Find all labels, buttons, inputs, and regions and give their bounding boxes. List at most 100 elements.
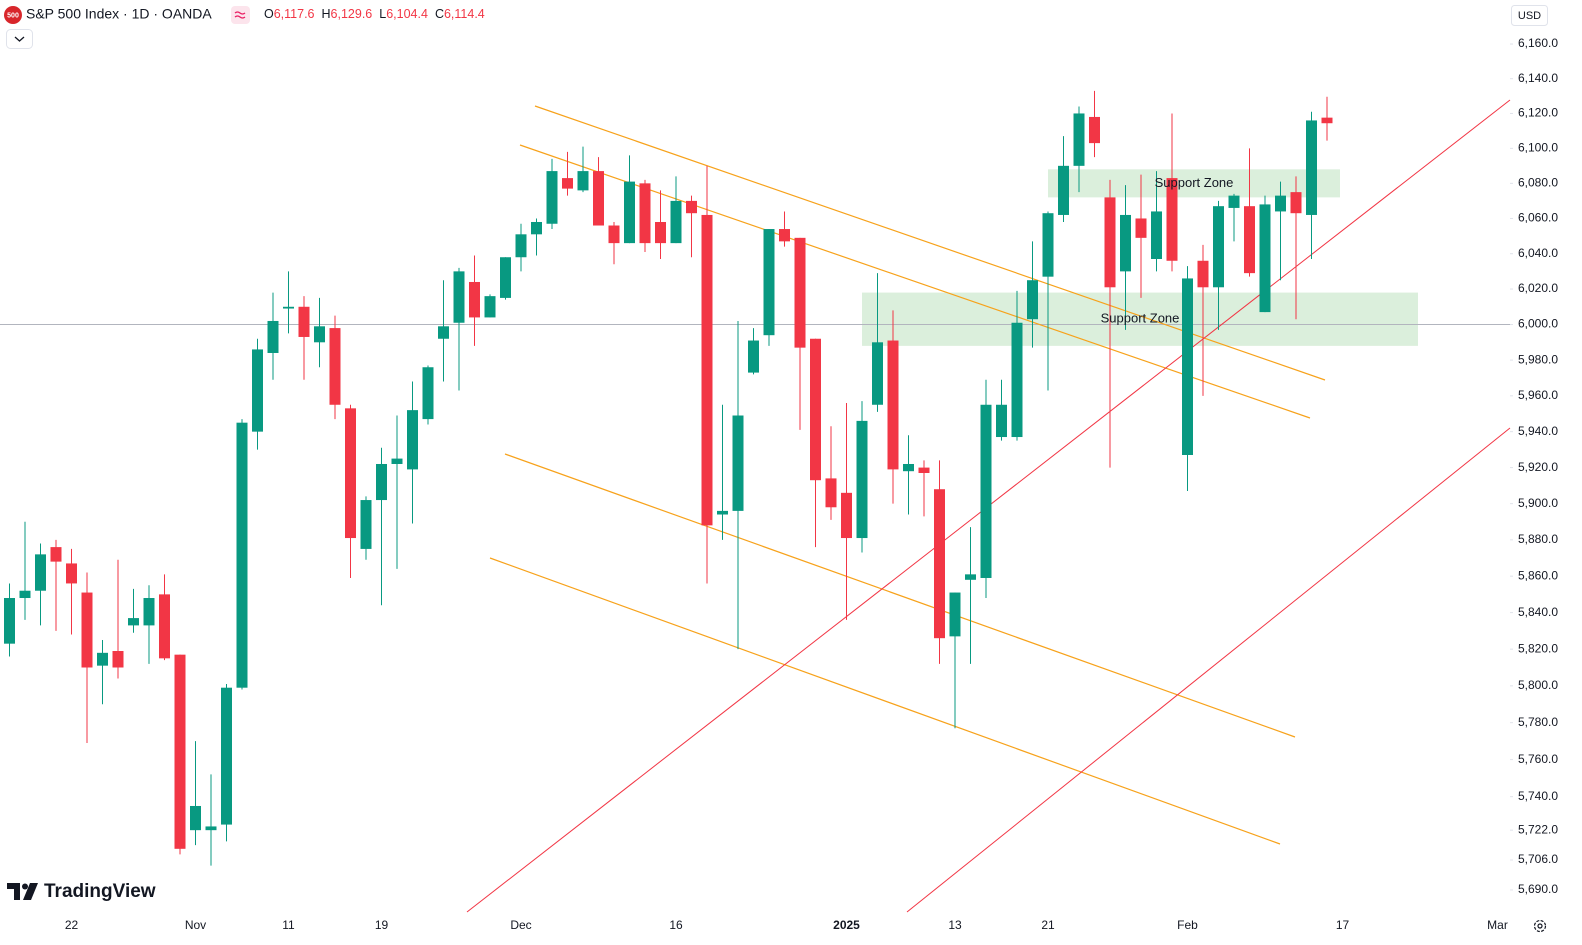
gear[interactable]	[1533, 919, 1547, 933]
candle-body	[639, 183, 651, 244]
y-tick-label: 6,000.0	[1518, 317, 1558, 331]
x-tick-label: Feb	[1177, 918, 1198, 932]
y-tick-label: 5,722.0	[1518, 822, 1558, 836]
ohlc-key: H	[322, 7, 331, 21]
candle-body	[438, 326, 449, 339]
x-tick-label: 2025	[833, 918, 860, 932]
candle-body	[500, 257, 511, 298]
y-tick-label: 6,160.0	[1518, 36, 1558, 50]
candle-body	[391, 458, 403, 464]
candle-body	[267, 320, 279, 353]
y-tick-label: 5,960.0	[1518, 388, 1558, 402]
candle-body	[1213, 206, 1224, 288]
brand-name: TradingView	[44, 881, 156, 902]
candle-body	[1104, 197, 1116, 288]
candle-body	[1073, 113, 1085, 166]
brand-logo: TradingView	[7, 881, 156, 902]
candle-body	[887, 340, 899, 470]
trend-lines	[466, 99, 1511, 913]
candle-body	[1259, 204, 1271, 313]
x-tick-label: 11	[282, 918, 295, 932]
indicator-glyph	[234, 11, 246, 19]
candle-body	[686, 200, 697, 214]
candle-body	[593, 171, 604, 226]
settings-icon[interactable]	[1533, 919, 1547, 933]
candle-body	[1011, 322, 1023, 438]
y-tick-label: 5,690.0	[1518, 882, 1558, 896]
indicator-icon[interactable]	[231, 6, 250, 24]
symbol-badge	[4, 6, 22, 24]
candle-body	[112, 650, 124, 668]
candle-body	[856, 420, 868, 539]
candle-body	[980, 404, 992, 578]
y-tick-label: 6,100.0	[1518, 141, 1558, 155]
ohlc-value: 6,117.6	[274, 7, 315, 21]
candle-body	[655, 221, 666, 244]
candle-body	[1089, 116, 1100, 144]
candle-body	[469, 281, 480, 318]
candle-body	[221, 687, 232, 825]
candle-body	[1042, 213, 1054, 277]
candle-body	[965, 574, 976, 580]
zone-labels: Support Zone Support Zone	[1101, 175, 1234, 326]
candle-body	[546, 171, 558, 224]
x-tick-label: Mar	[1487, 918, 1508, 932]
candle-body	[608, 225, 620, 244]
candle-body	[345, 408, 356, 539]
y-tick-label: 5,860.0	[1518, 568, 1558, 582]
support-zone	[862, 292, 1418, 346]
candle-body	[1290, 192, 1302, 214]
candle-body	[624, 181, 635, 244]
candle-body	[174, 654, 186, 849]
candle-body	[732, 415, 744, 511]
candle-body	[35, 554, 46, 591]
candle-body	[252, 349, 263, 432]
x-tick-label: 17	[1336, 918, 1350, 932]
candle-body	[1120, 214, 1131, 272]
candle-body	[531, 221, 542, 235]
currency-box[interactable]	[1511, 5, 1548, 26]
candle-body	[918, 467, 930, 473]
header: 500 S&P 500 Index · 1D · OANDA O6,117.6 H…	[4, 6, 485, 49]
x-tick-label: Dec	[510, 918, 531, 932]
candle-body	[329, 328, 341, 405]
candle-body	[66, 563, 77, 584]
candle-body	[562, 178, 573, 189]
candle-body	[190, 805, 201, 831]
candle-body	[949, 592, 961, 637]
ohlc-value: 6,129.6	[331, 7, 373, 21]
x-tick-label: 21	[1041, 918, 1055, 932]
x-tick-label: 13	[948, 918, 962, 932]
candle-body	[159, 594, 170, 659]
candle-body	[794, 237, 806, 348]
candle-body	[314, 326, 325, 343]
candle-body	[841, 492, 852, 539]
candle-body	[1135, 218, 1147, 238]
symbol-title[interactable]: S&P 500 Index · 1D · OANDA	[26, 6, 212, 22]
symbol-badge-text: 500	[7, 12, 19, 19]
candle-body	[1228, 195, 1240, 208]
candle-body	[1182, 278, 1193, 455]
channel-line	[504, 453, 1296, 738]
candle-body	[376, 463, 387, 501]
ohlc-values: O6,117.6 H6,129.6 L6,104.4 C6,114.4	[264, 7, 485, 21]
ohlc-key: C	[435, 7, 444, 21]
candle-body	[670, 200, 682, 244]
candle-body	[934, 489, 945, 639]
collapse-button[interactable]	[6, 29, 33, 49]
candle-body	[1151, 211, 1162, 260]
y-tick-label: 5,780.0	[1518, 715, 1558, 729]
candle-body	[453, 271, 465, 323]
x-axis: 22 Nov 11 19 Dec 16 2025 13 21 Feb 17 Mar	[65, 918, 1508, 932]
channel-line	[519, 144, 1311, 419]
y-tick-label: 5,900.0	[1518, 496, 1558, 510]
channel-line	[489, 557, 1281, 845]
candle-body	[825, 478, 837, 508]
logo-part	[7, 883, 20, 900]
candle-body	[701, 214, 713, 526]
candle-body	[1027, 280, 1038, 320]
candle-body	[97, 652, 108, 666]
y-tick-label: 5,820.0	[1518, 641, 1558, 655]
candle-body	[407, 410, 418, 470]
support-zone-label: Support Zone	[1155, 175, 1234, 190]
